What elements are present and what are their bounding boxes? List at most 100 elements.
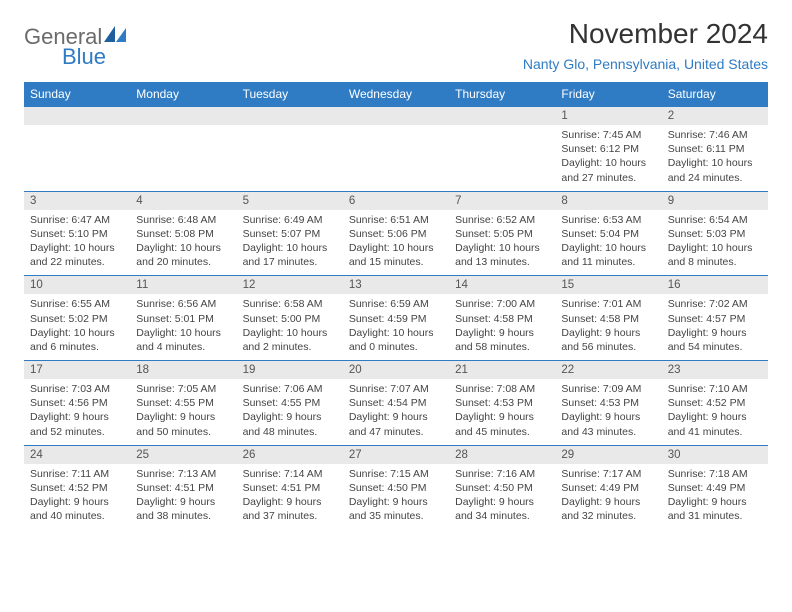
day-header: Friday (555, 82, 661, 106)
date-number (449, 107, 555, 125)
sunrise-text: Sunrise: 6:52 AM (455, 213, 549, 227)
daylight-text: Daylight: 9 hours and 47 minutes. (349, 410, 443, 438)
sunrise-text: Sunrise: 7:15 AM (349, 467, 443, 481)
sunrise-text: Sunrise: 6:58 AM (243, 297, 337, 311)
daylight-text: Daylight: 9 hours and 31 minutes. (668, 495, 762, 523)
day-info-cell (130, 125, 236, 191)
sunrise-text: Sunrise: 7:08 AM (455, 382, 549, 396)
day-info-cell: Sunrise: 6:54 AMSunset: 5:03 PMDaylight:… (662, 210, 768, 276)
date-number: 4 (130, 192, 236, 210)
daylight-text: Daylight: 10 hours and 17 minutes. (243, 241, 337, 269)
date-number: 30 (662, 446, 768, 464)
week-row: 17181920212223 Sunrise: 7:03 AM Sunset: 4:… (24, 360, 768, 445)
date-number: 22 (555, 361, 661, 379)
sunrise-text: Sunrise: 7:00 AM (455, 297, 549, 311)
sunrise-text: Sunrise: 6:49 AM (243, 213, 337, 227)
day-info-cell: Sunrise: 6:58 AMSunset: 5:00 PMDaylight:… (237, 294, 343, 360)
date-number: 27 (343, 446, 449, 464)
daylight-text: Daylight: 10 hours and 24 minutes. (668, 156, 762, 184)
daylight-text: Daylight: 10 hours and 6 minutes. (30, 326, 124, 354)
info-band: Sunrise: 7:45 AMSunset: 6:12 PMDaylight:… (24, 125, 768, 191)
date-band: 17181920212223 (24, 361, 768, 379)
date-number: 13 (343, 276, 449, 294)
brand-text-2-wrap: Blue (44, 44, 106, 70)
sunset-text: Sunset: 5:08 PM (136, 227, 230, 241)
daylight-text: Daylight: 9 hours and 58 minutes. (455, 326, 549, 354)
week-row: 10111213141516Sunrise: 6:55 AMSunset: 5:… (24, 275, 768, 360)
date-number (237, 107, 343, 125)
sunset-text: Sunset: 4:52 PM (668, 396, 762, 410)
day-info-cell (449, 125, 555, 191)
date-number: 26 (237, 446, 343, 464)
week-row: 24252627282930Sunrise: 7:11 AMSunset: 4:… (24, 445, 768, 530)
sunset-text: Sunset: 6:11 PM (668, 142, 762, 156)
sunrise-text: Sunrise: 7:03 AM (30, 382, 124, 396)
daylight-text: Daylight: 10 hours and 27 minutes. (561, 156, 655, 184)
day-info-cell: Sunrise: 7:45 AMSunset: 6:12 PMDaylight:… (555, 125, 661, 191)
sunset-text: Sunset: 5:01 PM (136, 312, 230, 326)
day-info-cell: Sunrise: 6:53 AMSunset: 5:04 PMDaylight:… (555, 210, 661, 276)
daylight-text: Daylight: 9 hours and 52 minutes. (30, 410, 124, 438)
day-info-cell: Sunrise: 6:49 AMSunset: 5:07 PMDaylight:… (237, 210, 343, 276)
day-info-cell: Sunrise: 7:16 AMSunset: 4:50 PMDaylight:… (449, 464, 555, 530)
sunset-text: Sunset: 5:05 PM (455, 227, 549, 241)
info-band: Sunrise: 6:47 AMSunset: 5:10 PMDaylight:… (24, 210, 768, 276)
sunset-text: Sunset: 4:55 PM (243, 396, 337, 410)
sunrise-text: Sunrise: 7:10 AM (668, 382, 762, 396)
daylight-text: Daylight: 10 hours and 15 minutes. (349, 241, 443, 269)
day-info-cell: Sunrise: 6:47 AMSunset: 5:10 PMDaylight:… (24, 210, 130, 276)
daylight-text: Daylight: 10 hours and 8 minutes. (668, 241, 762, 269)
day-info-cell: Sunrise: 7:05 AMSunset: 4:55 PMDaylight:… (130, 379, 236, 445)
date-band: 24252627282930 (24, 446, 768, 464)
info-band: Sunrise: 6:55 AMSunset: 5:02 PMDaylight:… (24, 294, 768, 360)
sunset-text: Sunset: 5:07 PM (243, 227, 337, 241)
sunset-text: Sunset: 4:57 PM (668, 312, 762, 326)
sunset-text: Sunset: 4:49 PM (668, 481, 762, 495)
daylight-text: Daylight: 10 hours and 4 minutes. (136, 326, 230, 354)
date-number: 7 (449, 192, 555, 210)
sunrise-text: Sunrise: 7:11 AM (30, 467, 124, 481)
weeks-container: 12Sunrise: 7:45 AMSunset: 6:12 PMDayligh… (24, 106, 768, 529)
sunrise-text: Sunrise: 7:14 AM (243, 467, 337, 481)
date-number: 16 (662, 276, 768, 294)
sunset-text: Sunset: 5:06 PM (349, 227, 443, 241)
sunset-text: Sunset: 4:52 PM (30, 481, 124, 495)
sunset-text: Sunset: 4:53 PM (561, 396, 655, 410)
date-number (130, 107, 236, 125)
day-info-cell: Sunrise: 7:46 AMSunset: 6:11 PMDaylight:… (662, 125, 768, 191)
daylight-text: Daylight: 10 hours and 22 minutes. (30, 241, 124, 269)
date-number: 29 (555, 446, 661, 464)
sunset-text: Sunset: 6:12 PM (561, 142, 655, 156)
daylight-text: Daylight: 10 hours and 13 minutes. (455, 241, 549, 269)
sunset-text: Sunset: 4:49 PM (561, 481, 655, 495)
sunset-text: Sunset: 4:55 PM (136, 396, 230, 410)
daylight-text: Daylight: 9 hours and 45 minutes. (455, 410, 549, 438)
date-number (24, 107, 130, 125)
sunset-text: Sunset: 5:10 PM (30, 227, 124, 241)
sunrise-text: Sunrise: 7:13 AM (136, 467, 230, 481)
sunrise-text: Sunrise: 7:06 AM (243, 382, 337, 396)
daylight-text: Daylight: 10 hours and 0 minutes. (349, 326, 443, 354)
sunset-text: Sunset: 4:59 PM (349, 312, 443, 326)
day-info-cell: Sunrise: 6:59 AMSunset: 4:59 PMDaylight:… (343, 294, 449, 360)
month-title: November 2024 (523, 18, 768, 50)
date-number: 24 (24, 446, 130, 464)
brand-text-2: Blue (62, 44, 106, 69)
day-info-cell: Sunrise: 6:48 AMSunset: 5:08 PMDaylight:… (130, 210, 236, 276)
day-info-cell: Sunrise: 7:00 AMSunset: 4:58 PMDaylight:… (449, 294, 555, 360)
sunset-text: Sunset: 5:02 PM (30, 312, 124, 326)
day-info-cell: Sunrise: 6:51 AMSunset: 5:06 PMDaylight:… (343, 210, 449, 276)
day-info-cell: Sunrise: 7:17 AMSunset: 4:49 PMDaylight:… (555, 464, 661, 530)
sunrise-text: Sunrise: 7:09 AM (561, 382, 655, 396)
sunrise-text: Sunrise: 7:05 AM (136, 382, 230, 396)
date-number: 14 (449, 276, 555, 294)
sunset-text: Sunset: 4:51 PM (243, 481, 337, 495)
daylight-text: Daylight: 9 hours and 40 minutes. (30, 495, 124, 523)
daylight-text: Daylight: 9 hours and 32 minutes. (561, 495, 655, 523)
daylight-text: Daylight: 9 hours and 37 minutes. (243, 495, 337, 523)
day-info-cell: Sunrise: 7:11 AMSunset: 4:52 PMDaylight:… (24, 464, 130, 530)
day-info-cell (237, 125, 343, 191)
day-info-cell: Sunrise: 7:08 AMSunset: 4:53 PMDaylight:… (449, 379, 555, 445)
date-number: 17 (24, 361, 130, 379)
date-number: 21 (449, 361, 555, 379)
